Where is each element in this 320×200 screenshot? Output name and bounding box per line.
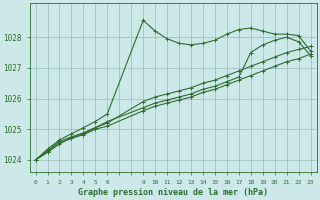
X-axis label: Graphe pression niveau de la mer (hPa): Graphe pression niveau de la mer (hPa) [78,188,268,197]
